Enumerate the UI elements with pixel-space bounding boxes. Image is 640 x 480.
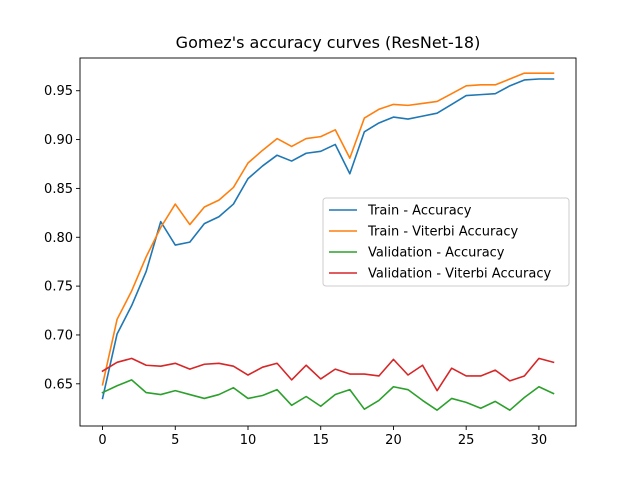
legend-label-3: Validation - Viterbi Accuracy: [368, 267, 551, 282]
y-tick-label: 0.65: [44, 377, 73, 392]
x-tick-label: 25: [458, 433, 475, 448]
axes-frame: [79, 57, 577, 427]
series-line-1: [101, 72, 555, 386]
y-tick-label: 0.70: [44, 328, 73, 343]
axes-layer: 0 5 10 15 20 25 30 0.65 0.70 0.75 0.80 0.85 0.90 0.95: [44, 57, 577, 448]
legend: Train - Accuracy Train - Viterbi Accuracy…: [322, 197, 570, 287]
y-tick-label: 0.85: [44, 182, 73, 197]
x-tick-label: 15: [312, 433, 329, 448]
x-tick-label: 20: [385, 433, 402, 448]
series-layer: [101, 72, 555, 411]
chart-title: Gomez's accuracy curves (ResNet-18): [176, 33, 481, 52]
x-tick-label: 10: [240, 433, 257, 448]
legend-label-2: Validation - Accuracy: [368, 246, 505, 261]
y-tick-label: 0.75: [44, 280, 73, 295]
series-line-2: [101, 379, 555, 411]
legend-label-0: Train - Accuracy: [367, 204, 472, 219]
y-tick-label: 0.90: [44, 133, 73, 148]
legend-box: [322, 197, 570, 287]
y-tick-label: 0.80: [44, 231, 73, 246]
series-line-0: [101, 78, 555, 400]
x-tick-label: 0: [98, 433, 106, 448]
legend-label-1: Train - Viterbi Accuracy: [367, 225, 518, 240]
x-tick-label: 5: [171, 433, 179, 448]
series-line-3: [101, 357, 555, 392]
y-tick-label: 0.95: [44, 84, 73, 99]
x-tick-label: 30: [531, 433, 548, 448]
